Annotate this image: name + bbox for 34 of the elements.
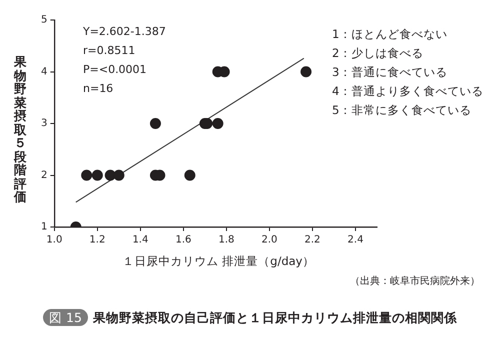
x-tick-label: 2.4: [348, 234, 364, 246]
x-tick-label: 1.4: [132, 234, 148, 246]
x-tick-label: 1.6: [175, 234, 192, 246]
annotation: n=16: [83, 82, 114, 95]
point: [92, 170, 103, 181]
text: 果物野菜摂取の自己評価と１日尿中カリウム排泄量の相関関係: [92, 310, 457, 325]
text: 果物野菜摂取５段階評価: [14, 54, 27, 204]
point: [81, 170, 92, 181]
point: [184, 170, 196, 181]
y-tick-label: 1: [40, 222, 48, 233]
annotation: 1：ほとんど食べない: [332, 27, 448, 42]
annotation: Y=2.602-1.387: [83, 25, 166, 38]
annotation: 3：普通に食べている: [332, 65, 448, 80]
annotation: 2：少しは食べる: [332, 46, 424, 61]
annotation: P=<0.0001: [83, 63, 147, 76]
y-tick-label: 2: [40, 170, 48, 181]
x-axis-title: １日尿中カリウム 排泄量（g/day）: [122, 254, 316, 269]
x-tick-label: 1.2: [89, 234, 106, 246]
annotation: r=0.8511: [83, 44, 136, 57]
y-tick-label: 3: [40, 118, 48, 130]
point: [212, 118, 224, 129]
point: [300, 66, 312, 78]
point: [150, 118, 161, 129]
annotation: 5：非常に多く食べている: [332, 103, 472, 118]
x-tick-label: 2.2: [304, 234, 320, 246]
y-tick-label: 5: [40, 14, 48, 26]
annotation: 4：普通より多く食べている: [332, 84, 484, 99]
x-tick-label: 1.8: [218, 234, 234, 246]
text: （出典：岐阜市民病院外来）: [350, 274, 480, 288]
x-tick-label: 1.0: [46, 234, 62, 246]
caption: 図 15: [43, 309, 88, 326]
y-tick-label: 4: [40, 66, 48, 78]
point: [113, 170, 124, 181]
x-tick-label: 2.0: [262, 234, 278, 246]
